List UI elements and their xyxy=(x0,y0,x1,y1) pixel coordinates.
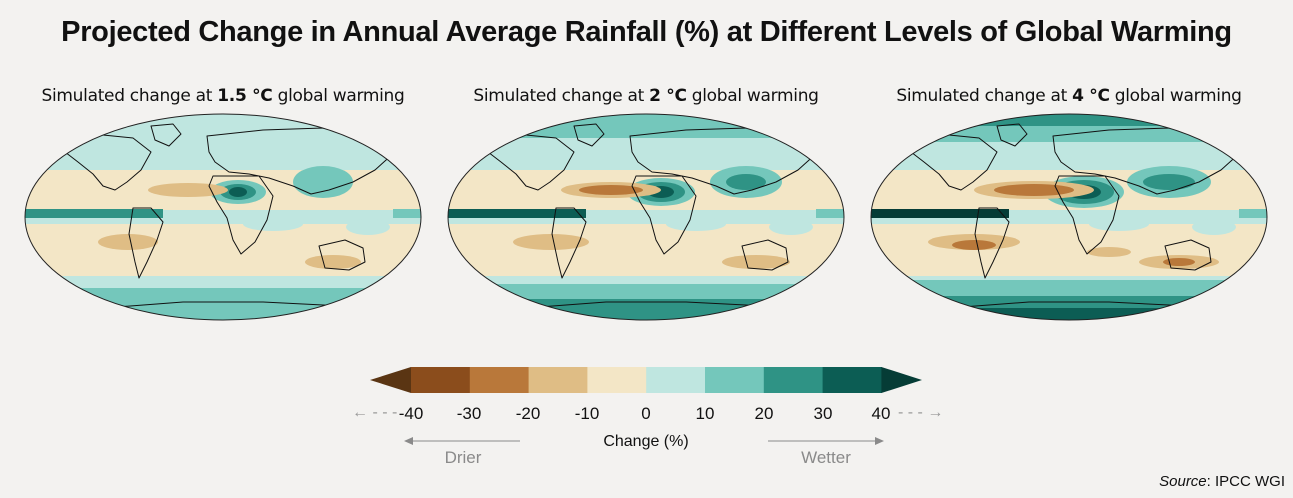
colorbar xyxy=(370,367,922,393)
equatorial-pacific-band-east xyxy=(816,209,844,218)
colorbar-bin xyxy=(822,367,882,393)
coastline xyxy=(128,207,164,279)
antarctic-band xyxy=(25,288,421,320)
coastline xyxy=(150,123,182,147)
world-map-2c xyxy=(447,113,845,321)
rainfall-region xyxy=(1087,247,1131,257)
rainfall-region xyxy=(952,240,996,250)
tick-label: 20 xyxy=(754,404,774,423)
colorbar-axis-label: Change (%) xyxy=(603,433,689,450)
tick-label: -10 xyxy=(574,404,600,423)
panel-title-level: 4 °C xyxy=(1072,86,1110,106)
asia-wet xyxy=(293,166,353,198)
colorbar-extend-low xyxy=(370,367,411,393)
dashed-right-arrow-icon: - - - → xyxy=(898,404,944,421)
rainfall-region xyxy=(1089,217,1149,231)
coastline xyxy=(60,133,152,191)
coastline xyxy=(974,207,1010,279)
page-title: Projected Change in Annual Average Rainf… xyxy=(61,16,1232,48)
wetter-arrow-head xyxy=(875,437,884,445)
mediterranean-dry-core xyxy=(579,185,643,195)
coastline xyxy=(906,133,998,191)
equatorial-pacific-band-east xyxy=(1239,209,1267,218)
tick-label: -40 xyxy=(398,404,424,423)
panel-title-suffix: global warming xyxy=(1109,86,1242,106)
panel-title-level: 2 °C xyxy=(649,86,687,106)
source-label: Source xyxy=(1159,473,1207,490)
world-map-1-5c xyxy=(24,113,422,321)
rainfall-field xyxy=(25,114,421,320)
drier-label: Drier xyxy=(444,448,482,467)
coastline xyxy=(1164,239,1212,271)
coastline xyxy=(573,123,605,147)
world-map-4c xyxy=(870,113,1268,321)
panel-title: Simulated change at 2 °C global warming xyxy=(446,86,846,106)
panel-title-prefix: Simulated change at xyxy=(896,86,1073,106)
panel-2c: Simulated change at 2 °C global warming xyxy=(446,86,846,321)
rainfall-region xyxy=(229,187,247,197)
dashed-left-arrow-icon: ← - - - xyxy=(352,404,398,421)
mediterranean-dry xyxy=(148,183,228,197)
rainfall-field xyxy=(871,114,1267,320)
rainfall-region xyxy=(243,217,303,231)
panel-title-suffix: global warming xyxy=(686,86,819,106)
colorbar-bin xyxy=(646,367,706,393)
panel-title-prefix: Simulated change at xyxy=(473,86,650,106)
panel-title: Simulated change at 1.5 °C global warmin… xyxy=(23,86,423,106)
panel-title-prefix: Simulated change at xyxy=(41,86,218,106)
rainfall-region xyxy=(1163,258,1195,266)
arctic-band xyxy=(25,114,421,134)
rainfall-region xyxy=(666,217,726,231)
tick-label: 0 xyxy=(641,404,651,423)
panel-title-level: 1.5 °C xyxy=(217,86,273,106)
equatorial-pacific-band xyxy=(871,209,1009,218)
tick-label: -20 xyxy=(515,404,541,423)
source-credit: Source: IPCC WGI xyxy=(1159,473,1285,490)
map-border xyxy=(870,113,1268,321)
australia-dry xyxy=(305,255,361,269)
tick-label: 30 xyxy=(813,404,833,423)
rainfall-region xyxy=(346,219,390,235)
drier-arrow-head xyxy=(404,437,413,445)
equatorial-pacific-band-east xyxy=(393,209,421,218)
source-text: : IPCC WGI xyxy=(1206,473,1285,490)
coastline xyxy=(318,239,366,271)
rainfall-region xyxy=(726,174,766,190)
coastline xyxy=(631,175,697,255)
equatorial-pacific-band xyxy=(25,209,163,218)
colorbar-bin xyxy=(705,367,765,393)
south-pacific-dry xyxy=(513,234,589,250)
panel-title-suffix: global warming xyxy=(272,86,405,106)
map-border xyxy=(447,113,845,321)
panel-1-5c: Simulated change at 1.5 °C global warmin… xyxy=(23,86,423,321)
map-border xyxy=(24,113,422,321)
colorbar-bin xyxy=(528,367,588,393)
coastline xyxy=(483,133,575,191)
south-pacific-dry xyxy=(98,234,158,250)
tick-label: -30 xyxy=(456,404,482,423)
equatorial-pacific-band xyxy=(448,209,586,218)
mediterranean-dry-core xyxy=(994,184,1074,196)
coastline xyxy=(741,239,789,271)
colorbar-bin xyxy=(411,367,471,393)
rainfall-region xyxy=(769,219,813,235)
colorbar-bin xyxy=(587,367,647,393)
tick-label: 10 xyxy=(695,404,715,423)
rainfall-region xyxy=(1143,174,1195,190)
colorbar-bin xyxy=(763,367,824,393)
coastline xyxy=(208,175,274,255)
panel-title: Simulated change at 4 °C global warming xyxy=(869,86,1269,106)
rainfall-field xyxy=(448,114,844,320)
colorbar-bin xyxy=(469,367,530,393)
australia-dry xyxy=(722,255,790,269)
colorbar-extend-high xyxy=(881,367,922,393)
panel-4c: Simulated change at 4 °C global warming xyxy=(869,86,1269,321)
coastline xyxy=(1054,175,1120,255)
coastline xyxy=(551,207,587,279)
coastline xyxy=(996,123,1028,147)
tick-label: 40 xyxy=(871,404,891,423)
rainfall-region xyxy=(1192,219,1236,235)
wetter-label: Wetter xyxy=(801,448,851,467)
